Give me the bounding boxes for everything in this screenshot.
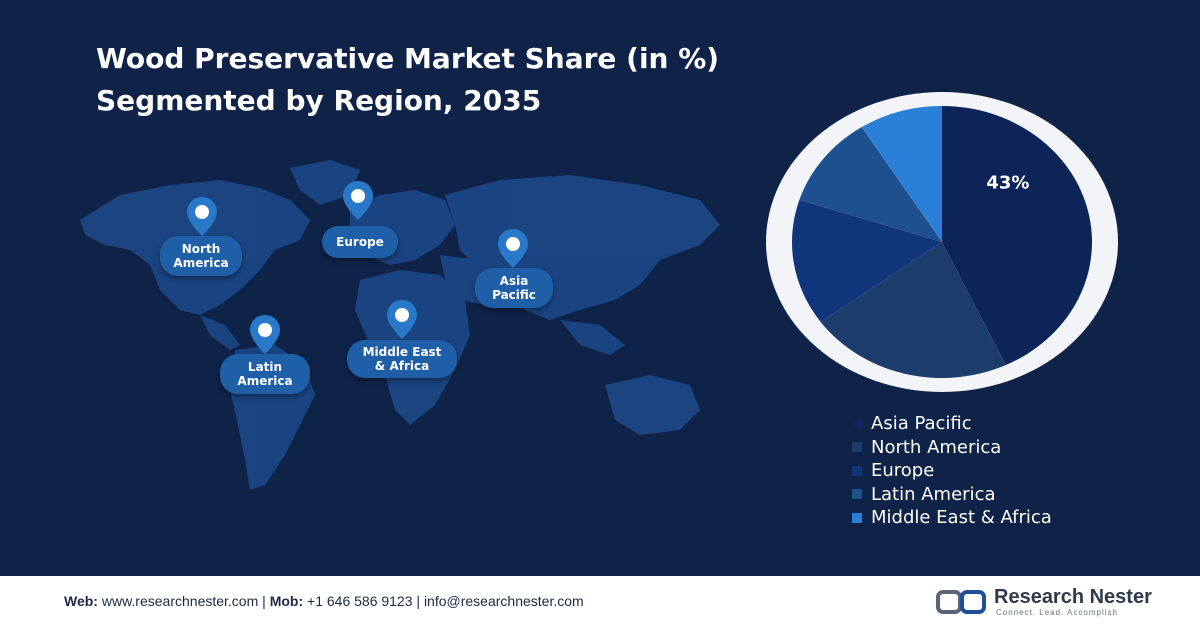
legend-label: Latin America [871,483,996,505]
title-line-1: Wood Preservative Market Share (in %) [96,42,720,75]
map-pin-icon [387,300,417,339]
legend-item: Latin America [852,483,1052,507]
chart-title: Wood Preservative Market Share (in %) Se… [96,38,719,122]
map-pin-icon [498,229,528,268]
separator: | [262,593,266,609]
logo-tagline: Connect. Lead. Accomplish [996,608,1118,617]
legend-swatch [852,418,862,429]
footer: Web: www.researchnester.com | Mob: +1 64… [0,576,1200,628]
legend-item: North America [852,436,1052,460]
mob-label: Mob: [269,593,304,609]
legend-label: Europe [871,460,935,482]
region-label-north-america: North America [160,236,242,276]
web-link[interactable]: www.researchnester.com [101,593,259,609]
map-pin-icon [250,315,280,354]
email-link[interactable]: info@researchnester.com [423,593,584,609]
footer-contact: Web: www.researchnester.com | Mob: +1 64… [64,593,584,609]
separator: | [416,593,421,609]
pie-slice [792,199,942,322]
web-label: Web: [64,593,98,609]
map-australia [605,375,700,435]
phone-number: +1 646 586 9123 [307,593,413,609]
legend-item: Europe [852,459,1052,483]
pie-slice [942,106,1092,366]
map-southeast-asia [560,320,625,355]
pie-slice [799,127,942,242]
map-pin-icon [343,181,373,220]
map-greenland [290,160,360,205]
legend-swatch [852,442,862,453]
legend-label: Asia Pacific [871,413,972,435]
legend-label: Middle East & Africa [871,507,1052,529]
chart-legend: Asia Pacific North America Europe Latin … [852,412,1052,530]
pie-slice-label: 43% [986,173,1029,194]
infographic-canvas: Wood Preservative Market Share (in %) Se… [80,38,1118,530]
logo-icon [936,590,986,614]
legend-item: Asia Pacific [852,412,1052,436]
legend-item: Middle East & Africa [852,506,1052,530]
map-pin-icon [187,197,217,236]
map-central-america [200,315,240,350]
region-label-latin-america: Latin America [220,354,310,394]
research-nester-logo: Research Nester Connect. Lead. Accomplis… [936,586,1156,620]
pie-slice [861,106,942,242]
legend-swatch [852,489,862,500]
region-label-asia-pacific: Asia Pacific [475,268,553,308]
pie-chart: 43% [766,92,1118,392]
legend-label: North America [871,436,1002,458]
legend-swatch [852,465,862,476]
region-label-middle-east-africa: Middle East & Africa [347,340,457,378]
pie-slice [820,242,1006,379]
region-label-europe: Europe [322,226,398,258]
title-line-2: Segmented by Region, 2035 [96,84,542,117]
logo-name: Research Nester [994,586,1152,608]
legend-swatch [852,512,862,523]
